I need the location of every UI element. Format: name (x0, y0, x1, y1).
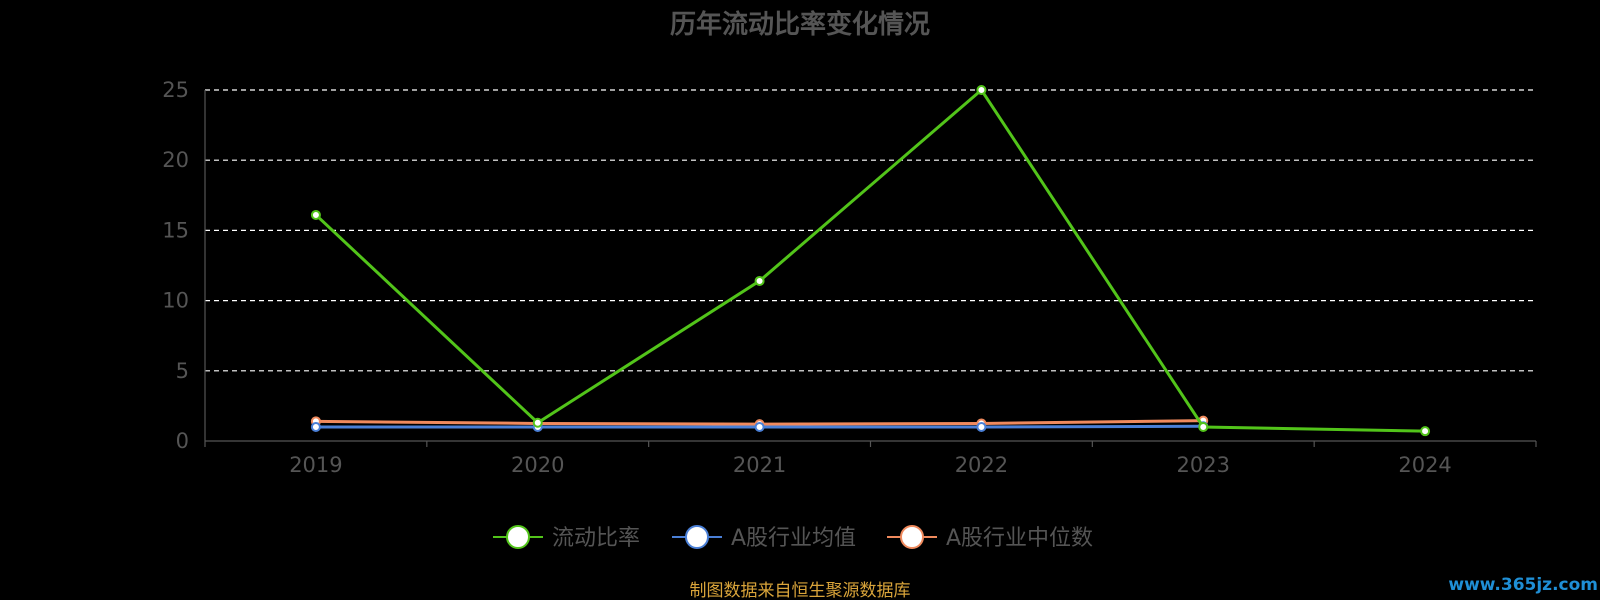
data-source-note: 制图数据来自恒生聚源数据库 (690, 581, 911, 600)
x-tick-label: 2023 (1177, 453, 1230, 477)
x-tick-label: 2022 (955, 453, 1008, 477)
legend-item-0[interactable]: 流动比率 (493, 525, 640, 551)
chart-title: 历年流动比率变化情况 (670, 9, 930, 40)
y-tick-label: 15 (162, 218, 189, 242)
legend-marker (685, 525, 709, 549)
data-point (310, 421, 321, 432)
legend-marker (506, 525, 530, 549)
data-point (310, 209, 321, 220)
data-point (754, 275, 765, 286)
watermark: www.365jz.com (1448, 575, 1598, 595)
x-tick-label: 2019 (289, 453, 342, 477)
legend-label: A股行业均值 (731, 526, 856, 551)
grid-lines (205, 89, 1536, 372)
y-tick-label: 25 (162, 78, 189, 102)
y-tick-label: 10 (162, 289, 189, 313)
x-tick-label: 2024 (1398, 453, 1451, 477)
y-tick-label: 20 (162, 148, 189, 172)
legend-item-2[interactable]: A股行业中位数 (887, 525, 1093, 551)
data-point (976, 421, 987, 432)
legend-label: 流动比率 (552, 526, 640, 551)
data-point (1420, 426, 1431, 437)
series-line-0 (314, 87, 1426, 433)
data-point (976, 85, 987, 95)
series-lines (310, 85, 1431, 437)
y-tick-label: 0 (176, 429, 189, 453)
data-point (532, 417, 543, 428)
data-point (754, 421, 765, 432)
data-point (1198, 421, 1209, 432)
legend-item-1[interactable]: A股行业均值 (672, 525, 856, 551)
y-tick-label: 5 (176, 359, 189, 383)
axes: 0 5 10 15 20 25 2019 2020 2021 2022 2023 2024 (162, 78, 1537, 477)
x-tick-label: 2021 (733, 453, 786, 477)
x-tick-label: 2020 (511, 453, 564, 477)
legend-marker (900, 525, 924, 549)
legend[interactable]: 流动比率 A股行业均值 A股行业中位数 (493, 525, 1093, 551)
legend-label: A股行业中位数 (946, 526, 1093, 551)
